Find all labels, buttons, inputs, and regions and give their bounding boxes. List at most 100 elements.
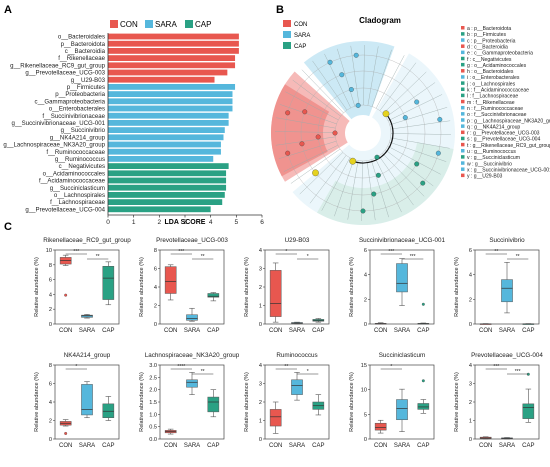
- boxplot-y-tick-label: 1: [259, 419, 262, 425]
- boxplot-signif-label: **: [201, 369, 205, 375]
- boxplot-y-axis-label: Relative abundance (%): [34, 257, 40, 317]
- boxplot-x-tick-label: CAP: [522, 328, 534, 334]
- boxplot-frame: [369, 249, 435, 325]
- boxplot-title: Lachnospiraceae_NK3A20_group: [145, 352, 240, 359]
- boxplot-y-tick-label: 6: [154, 267, 157, 273]
- clado-legend-con: CON: [294, 22, 307, 28]
- lda-bar-label: o__Acidaminococcales: [43, 170, 105, 177]
- clado-node-legend-label: p : g__Lachnospiraceae_NK3A20_group: [467, 118, 550, 124]
- clado-node-legend-swatch: [461, 99, 465, 104]
- clado-node-legend-swatch: [461, 87, 465, 91]
- boxplot-x-tick-label: CAP: [312, 328, 324, 334]
- boxplot-x-tick-label: CAP: [522, 443, 534, 449]
- clado-node: [339, 72, 345, 78]
- boxplot-frame: [474, 364, 540, 440]
- clado-node: [382, 110, 390, 118]
- boxplot-x-tick-label: CON: [374, 328, 387, 334]
- clado-arc-main: [352, 113, 394, 164]
- boxplot-y-tick-label: 6: [49, 382, 52, 388]
- lda-bar-label: g__Prevotellaceae_UCG-003: [25, 70, 105, 77]
- boxplot: NK4A214_group 0 2 4 6 8 Relative abundance (%)…: [34, 352, 120, 449]
- boxplot-signif-label: *: [75, 364, 77, 370]
- clado-node-legend-label: x : g__Succinivibrionaceae_UCG-001: [467, 167, 550, 173]
- clado-node-legend-swatch: [461, 112, 465, 116]
- boxplot-y-tick-label: 10: [361, 388, 367, 394]
- clado-node-legend-swatch: [461, 32, 465, 36]
- boxplot-x-tick-label: CAP: [102, 443, 114, 449]
- boxplot-signif-label: **: [284, 364, 288, 370]
- boxplot-frame: [54, 249, 120, 325]
- boxplot-outlier: [64, 432, 68, 435]
- lda-bars: o__Bacteroidalesp__Bacteroidotac__Bacter…: [3, 33, 239, 213]
- boxplot-y-tick-label: 0: [49, 437, 52, 443]
- clado-node-legend-label: t : g__Rikenellaceae_RC9_gut_group: [467, 143, 550, 149]
- lda-bar: [108, 141, 221, 148]
- lda-bar-label: f__Lachnospiraceae: [50, 199, 105, 206]
- clado-legend-swatch-cap: [283, 42, 291, 49]
- clado-node-legend-label: w : g__Succinivibrio: [467, 161, 512, 167]
- lda-bar: [108, 148, 221, 155]
- clado-node: [375, 172, 381, 178]
- boxplot-y-tick-label: 0: [364, 437, 367, 443]
- boxplot-y-tick-label: 8: [154, 248, 157, 254]
- boxplot-box: [81, 384, 93, 416]
- boxplot-x-tick-label: SARA: [499, 328, 515, 334]
- lda-bar: [108, 76, 215, 83]
- lda-bar-label: f__Ruminococcaceae: [46, 149, 105, 156]
- lda-x-tick-label: 1: [132, 219, 136, 226]
- boxplot-signif-label: *: [285, 249, 287, 255]
- boxplot-y-tick-label: 3: [469, 382, 472, 388]
- clado-node-legend-label: k : f__Acidaminococcaceae: [467, 88, 529, 94]
- clado-node-legend-swatch: [461, 75, 465, 79]
- boxplot-y-tick-label: 4: [469, 273, 472, 279]
- clado-ring: [317, 87, 409, 179]
- lda-bar: [108, 177, 227, 184]
- lda-bar-label: p__Proteobacteria: [55, 91, 105, 98]
- lda-bar-label: g__Succinivibrionaceae_UCG-001: [12, 120, 106, 127]
- boxplot-x-tick-label: SARA: [79, 443, 95, 449]
- boxplot-y-tick-label: 4: [259, 363, 262, 369]
- clado-node: [402, 115, 408, 121]
- boxplot-y-tick-label: 0: [259, 322, 262, 328]
- clado-node-legend-label: d : c__Bacteroidia: [467, 44, 508, 50]
- boxplot-y-tick-label: 0: [469, 322, 472, 328]
- lda-bar-label: g__Lachnospiraceae_NK3A20_group: [3, 142, 105, 149]
- lda-bar-label: p__Firmicutes: [67, 84, 105, 91]
- boxplot-box: [102, 403, 115, 418]
- boxplot-x-tick-label: CON: [269, 443, 282, 449]
- clado-node: [355, 102, 361, 108]
- lda-bar-label: f__Rikenellaceae: [58, 55, 105, 62]
- clado-legend-swatch-sara: [283, 31, 291, 38]
- lda-bar-label: g__Rikenellaceae_RC9_gut_group: [10, 62, 105, 69]
- cladogram-title: Cladogram: [359, 16, 401, 25]
- clado-node-legend-label: y : g__U29-B03: [467, 174, 503, 180]
- boxplot-y-axis-label: Relative abundance (%): [454, 257, 460, 317]
- boxplot-box: [186, 379, 198, 388]
- boxplot-y-tick-label: 0: [49, 322, 52, 328]
- lda-bar-label: g__Prevotellaceae_UCG-004: [25, 206, 105, 213]
- boxplot-y-tick-label: 4: [154, 285, 157, 291]
- clado-node-legend-swatch: [461, 136, 465, 141]
- lda-x-tick-label: 6: [260, 219, 264, 226]
- boxplot-title: Rikenellaceae_RC9_gut_group: [43, 237, 131, 244]
- clado-node: [332, 130, 338, 136]
- boxplot: U29-B03 0 1 2 3 4 Relative abundance (%) CON SAR…: [244, 237, 330, 334]
- lda-bar: [108, 112, 229, 119]
- clado-node-legend-label: q : g__NK4A214_group: [467, 124, 520, 130]
- clado-node-legend-swatch: [461, 38, 465, 42]
- legend-swatch-con: [110, 20, 118, 28]
- lda-bar-label: o__Enterobacterales: [49, 106, 105, 113]
- boxplot-y-axis-label: Relative abundance (%): [139, 372, 145, 432]
- boxplot-x-tick-label: CAP: [417, 443, 429, 449]
- boxplot: Succinivibrionaceae_UCG-001 0 2 4 6 Relative …: [349, 237, 446, 334]
- clado-node-legend-swatch: [461, 26, 465, 30]
- lda-bar: [108, 156, 214, 162]
- lda-bar: [108, 69, 228, 76]
- boxplot-box: [102, 266, 115, 300]
- lda-bar-label: c__Bacteroidia: [65, 48, 106, 55]
- lda-bar: [108, 40, 239, 47]
- boxplot-title: Prevotellaceae_UCG-003: [156, 237, 228, 244]
- boxplot-box: [269, 409, 282, 427]
- clado-legend-sara: SARA: [294, 33, 310, 39]
- boxplot-y-tick-label: 1: [469, 419, 472, 425]
